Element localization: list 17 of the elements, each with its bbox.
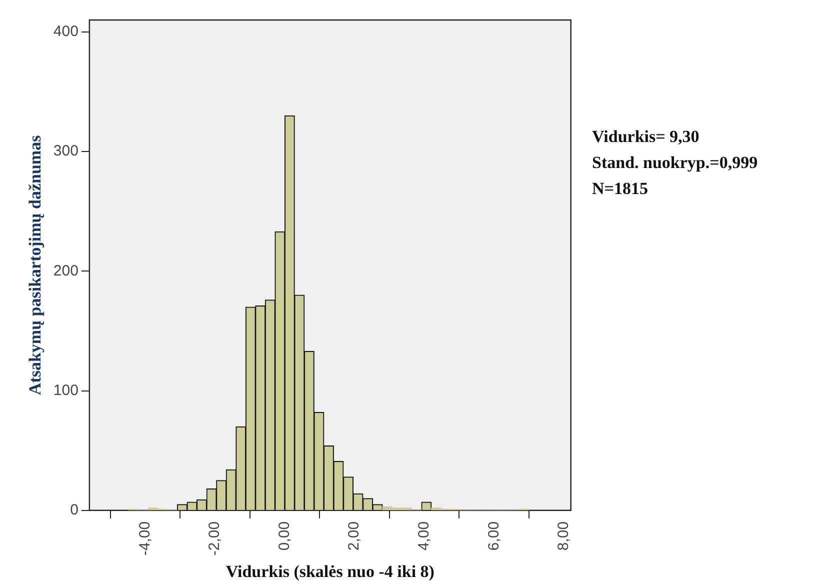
x-tick-label: 6,00 [485,521,502,551]
y-tick-label: 100 [53,382,78,399]
x-axis-title: Vidurkis (skalės nuo -4 iki 8) [226,562,434,582]
x-tick-label: -2,00 [206,521,224,556]
y-axis-title: Atsakymų pasikartojimų dažnumas [26,134,45,396]
y-tick-label: 400 [53,23,78,40]
y-tick-label: 200 [53,262,78,280]
text: Stand. nuokryp.=0,999 [592,152,758,174]
x-tick-label: -4,00 [136,521,154,556]
x-tick-label: 4,00 [415,521,432,551]
y-tick-label: 300 [53,142,78,160]
text: Vidurkis= 9,30 [592,126,700,148]
text: N=1815 [592,178,649,200]
x-tick-label: 8,00 [555,521,572,551]
x-tick-label: 0,00 [276,521,293,551]
x-tick-label: 2,00 [346,521,363,551]
y-tick-label: 0 [70,502,78,519]
